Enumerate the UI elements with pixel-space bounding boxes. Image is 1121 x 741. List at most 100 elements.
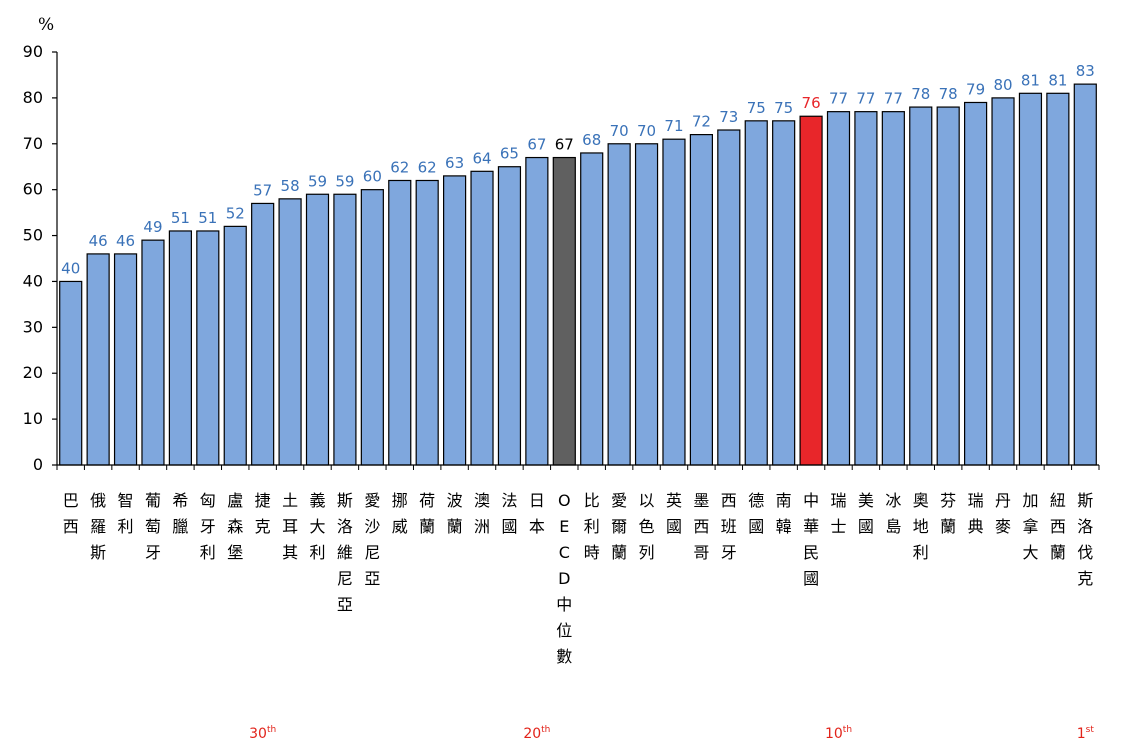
data-label: 83 xyxy=(1076,62,1095,80)
bar xyxy=(689,134,713,466)
data-label: 46 xyxy=(89,232,108,250)
rank-label: 20th xyxy=(523,725,550,741)
data-label: 81 xyxy=(1021,71,1040,89)
data-label: 46 xyxy=(116,232,135,250)
bar xyxy=(470,170,494,466)
category-label: 波蘭 xyxy=(447,491,463,536)
data-label: 68 xyxy=(582,131,601,149)
data-label: 77 xyxy=(884,90,903,108)
category-label: 愛沙尼亞 xyxy=(364,491,380,588)
data-label: 81 xyxy=(1048,71,1067,89)
bars xyxy=(59,83,1097,466)
bar xyxy=(497,166,522,466)
data-label: 62 xyxy=(418,158,437,176)
y-tick-label: 70 xyxy=(23,134,43,153)
data-label: 75 xyxy=(747,99,766,117)
data-label: 59 xyxy=(335,172,354,190)
data-label: 67 xyxy=(527,136,546,154)
rank-labels: 30th 20th 10th 1st xyxy=(249,725,1094,741)
bar xyxy=(744,120,768,466)
bar xyxy=(662,138,686,466)
data-label: 72 xyxy=(692,113,711,131)
category-label: 比利時 xyxy=(584,491,600,562)
category-label: 土耳其 xyxy=(282,491,298,562)
category-label: O E C D 中位數 xyxy=(556,491,572,666)
bar xyxy=(552,156,576,466)
bar xyxy=(799,115,823,466)
category-label: 芬蘭 xyxy=(940,491,956,536)
y-unit-label: % xyxy=(38,15,54,35)
bar xyxy=(141,239,165,466)
bar xyxy=(991,97,1015,466)
bar xyxy=(168,230,192,466)
category-label: 丹麥 xyxy=(995,491,1011,536)
bar xyxy=(772,120,796,466)
category-label: 西班牙 xyxy=(721,491,737,562)
data-label: 51 xyxy=(198,209,217,227)
category-label: 美國 xyxy=(858,491,874,536)
bar xyxy=(826,111,851,466)
rank-label: 30th xyxy=(249,725,276,741)
value-labels: 40 46 46 49 51 51 52 57 58 59 59 60 62 62 63 64 65 67 67 68… xyxy=(61,62,1095,277)
category-label: 荷蘭 xyxy=(419,491,435,536)
category-label: 以色列 xyxy=(639,491,655,562)
category-label: 巴西 xyxy=(63,491,79,536)
y-tick-label: 10 xyxy=(23,409,43,428)
data-label: 80 xyxy=(993,76,1012,94)
bar xyxy=(278,198,302,466)
bar xyxy=(196,230,220,466)
data-label: 75 xyxy=(774,99,793,117)
bar xyxy=(388,179,412,466)
category-label: 中華民國 xyxy=(803,491,819,588)
data-label: 78 xyxy=(911,85,930,103)
bar xyxy=(1018,92,1043,466)
y-tick-label: 50 xyxy=(23,226,43,245)
category-labels: 巴西俄羅斯智利葡萄牙希臘匈牙利盧森堡捷克土耳其義大利斯洛維尼亞愛沙尼亞挪威荷蘭波… xyxy=(63,491,1094,666)
category-label: 斯洛伐克 xyxy=(1077,491,1093,588)
data-label: 57 xyxy=(253,181,272,199)
data-label: 64 xyxy=(472,149,491,167)
category-label: 南韓 xyxy=(776,491,792,536)
category-label: 挪威 xyxy=(392,491,408,536)
category-label: 盧森堡 xyxy=(227,491,243,562)
bar xyxy=(580,152,604,466)
category-label: 義大利 xyxy=(309,491,325,562)
category-label: 希臘 xyxy=(172,491,188,536)
y-tick-label: 0 xyxy=(33,455,43,474)
category-label: 紐西蘭 xyxy=(1050,491,1066,562)
data-label: 58 xyxy=(281,177,300,195)
category-label: 法國 xyxy=(501,491,517,536)
y-tick-label: 80 xyxy=(23,88,43,107)
data-label: 40 xyxy=(61,259,80,277)
bar xyxy=(525,156,549,466)
category-label: 奧地利 xyxy=(913,491,929,562)
data-label: 77 xyxy=(829,90,848,108)
data-label: 79 xyxy=(966,80,985,98)
bar xyxy=(305,193,330,466)
category-label: 斯洛維尼亞 xyxy=(337,491,353,614)
data-label: 76 xyxy=(802,94,821,112)
bar xyxy=(251,202,275,466)
bar xyxy=(909,106,933,466)
category-label: 日本 xyxy=(529,491,545,536)
data-label: 70 xyxy=(610,122,629,140)
data-label: 65 xyxy=(500,145,519,163)
category-label: 英國 xyxy=(666,491,682,536)
category-label: 墨西哥 xyxy=(693,491,709,562)
category-label: 澳洲 xyxy=(474,491,490,536)
data-label: 71 xyxy=(664,117,683,135)
category-label: 瑞典 xyxy=(968,491,984,536)
data-label: 78 xyxy=(939,85,958,103)
category-label: 加拿大 xyxy=(1022,491,1038,562)
category-label: 俄羅斯 xyxy=(90,491,106,562)
category-label: 智利 xyxy=(118,491,134,536)
bar xyxy=(717,129,741,466)
bar xyxy=(443,175,467,466)
bar xyxy=(936,106,960,466)
bar xyxy=(360,189,384,466)
category-label: 瑞士 xyxy=(830,491,846,536)
category-label: 德國 xyxy=(748,491,764,536)
bar xyxy=(415,179,439,466)
data-label: 52 xyxy=(226,204,245,222)
